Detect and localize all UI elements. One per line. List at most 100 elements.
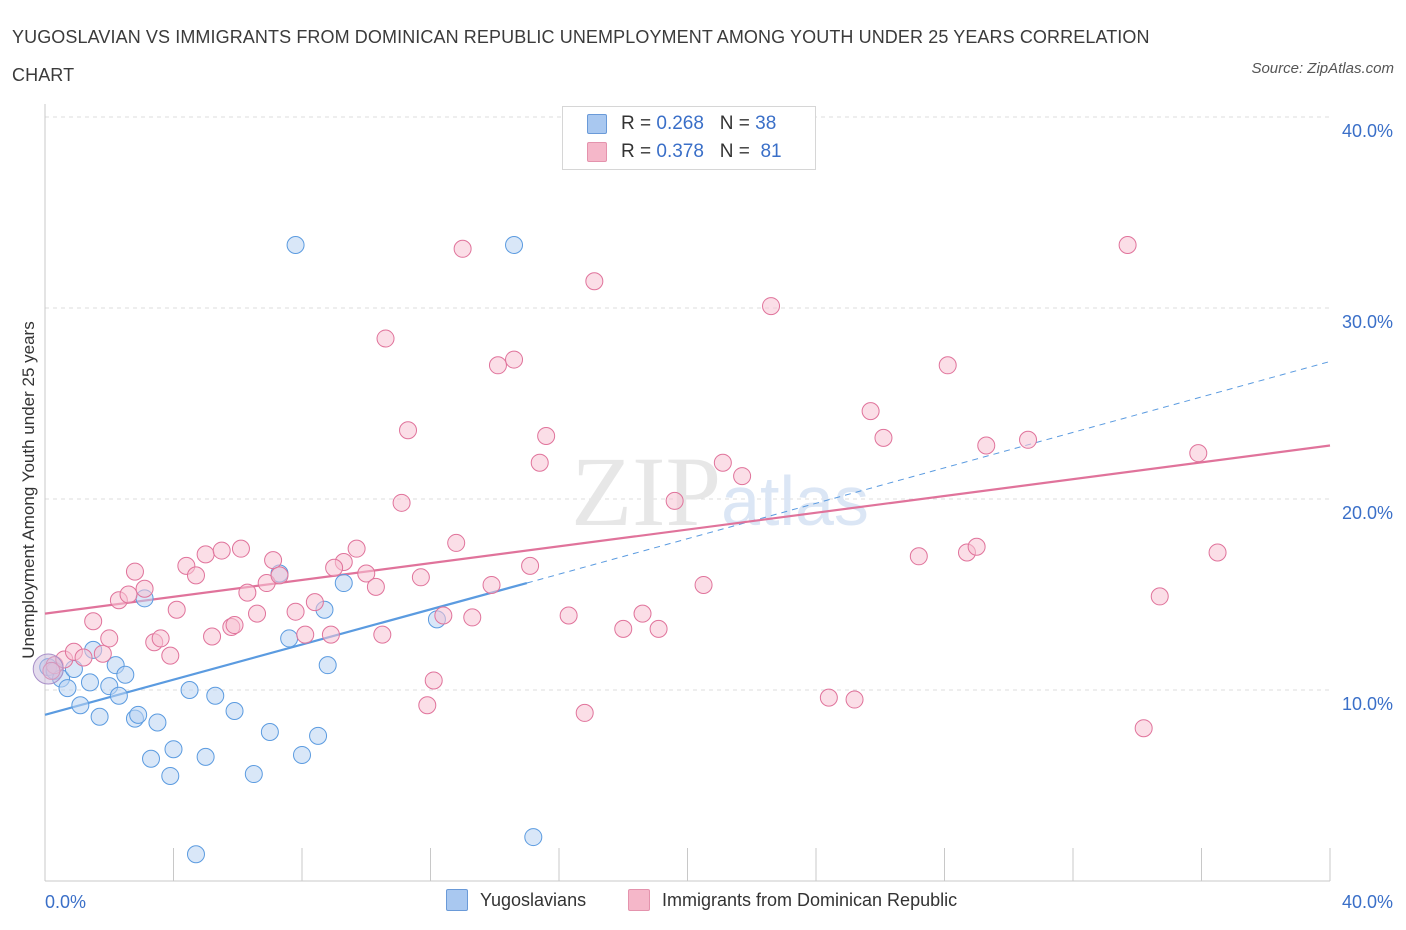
point-dominican xyxy=(424,671,443,690)
series-legend-dominican: Immigrants from Dominican Republic xyxy=(628,889,957,911)
point-dominican xyxy=(135,579,154,598)
point-dominican xyxy=(373,625,392,644)
point-yugoslavians xyxy=(206,686,225,705)
point-dominican xyxy=(633,604,652,623)
point-dominican xyxy=(977,436,996,455)
series-legend-yugoslavians: Yugoslavians xyxy=(446,889,586,911)
point-dominican xyxy=(1150,587,1169,606)
point-dominican xyxy=(84,612,103,631)
point-yugoslavians xyxy=(334,574,353,593)
point-dominican xyxy=(1134,719,1153,738)
point-dominican xyxy=(559,606,578,625)
point-dominican xyxy=(1019,430,1038,449)
watermark: ZIPatlas xyxy=(571,436,869,547)
point-dominican xyxy=(100,629,119,648)
point-dominican xyxy=(762,297,781,316)
point-dominican xyxy=(585,272,604,291)
point-dominican xyxy=(434,606,453,625)
point-dominican xyxy=(463,608,482,627)
r-label: R = xyxy=(621,113,652,134)
point-dominican xyxy=(453,239,472,258)
point-yugoslavians xyxy=(244,765,263,784)
point-yugoslavians xyxy=(90,707,109,726)
legend-text-dominican: R = 0.378 N = 81 xyxy=(621,141,782,163)
point-dominican xyxy=(967,537,986,556)
point-dominican xyxy=(325,558,344,577)
point-dominican xyxy=(505,350,524,369)
point-dominican xyxy=(399,421,418,440)
data-points xyxy=(32,235,1227,864)
point-dominican xyxy=(909,547,928,566)
point-dominican xyxy=(238,583,257,602)
point-yugoslavians xyxy=(129,705,148,724)
point-dominican xyxy=(212,541,231,560)
point-dominican xyxy=(357,564,376,583)
point-yugoslavians xyxy=(180,681,199,699)
point-yugoslavians xyxy=(148,713,167,732)
legend-swatch-yugoslavians xyxy=(587,114,607,134)
point-dominican xyxy=(665,491,684,510)
series-swatch-yugoslavians xyxy=(446,889,468,911)
point-dominican xyxy=(270,566,289,585)
point-dominican xyxy=(1208,543,1227,562)
point-yugoslavians xyxy=(524,828,543,847)
point-yugoslavians xyxy=(186,845,205,864)
point-yugoslavians xyxy=(80,673,99,692)
point-yugoslavians xyxy=(309,726,328,745)
point-dominican xyxy=(411,568,430,587)
point-dominican xyxy=(861,402,880,421)
point-dominican xyxy=(321,625,340,644)
point-dominican xyxy=(713,453,732,472)
point-yugoslavians xyxy=(225,702,244,721)
r-value-yugoslavians: 0.268 xyxy=(656,113,704,134)
n-label: N = xyxy=(719,141,750,162)
point-dominican xyxy=(575,703,594,722)
y-tick-label: 10.0% xyxy=(1342,694,1393,714)
point-dominican xyxy=(225,616,244,635)
point-dominican xyxy=(649,619,668,638)
n-label: N = xyxy=(719,113,750,134)
point-cluster xyxy=(32,653,64,685)
point-dominican xyxy=(119,585,138,604)
legend-text-yugoslavians: R = 0.268 N = 38 xyxy=(621,113,776,135)
point-dominican xyxy=(938,356,957,375)
source-label: Source: ZipAtlas.com xyxy=(1251,60,1394,77)
r-label: R = xyxy=(621,141,652,162)
point-dominican xyxy=(530,453,549,472)
point-yugoslavians xyxy=(109,686,128,705)
point-dominican xyxy=(125,562,144,581)
point-dominican xyxy=(161,646,180,665)
series-name-yugoslavians: Yugoslavians xyxy=(480,889,587,910)
n-value-dominican: 81 xyxy=(760,141,782,162)
point-dominican xyxy=(488,356,507,375)
point-dominican xyxy=(447,533,466,552)
point-yugoslavians xyxy=(58,679,77,698)
point-yugoslavians xyxy=(280,629,299,648)
point-yugoslavians xyxy=(293,745,311,764)
point-dominican xyxy=(74,648,93,667)
x-tick-label: 40.0% xyxy=(1342,892,1393,912)
point-dominican xyxy=(819,688,838,707)
point-dominican xyxy=(93,644,112,663)
point-dominican xyxy=(614,619,633,638)
point-dominican xyxy=(694,575,713,594)
point-yugoslavians xyxy=(286,235,305,254)
trend-line-extension xyxy=(526,360,1331,584)
point-dominican xyxy=(186,566,205,585)
correlation-legend: R = 0.268 N = 38 R = 0.378 N = 81 xyxy=(562,106,816,170)
series-name-dominican: Immigrants from Dominican Republic xyxy=(662,889,958,910)
tick-labels: 10.0% 20.0% 30.0% 40.0% 0.0% 40.0% xyxy=(45,121,1393,912)
point-yugoslavians xyxy=(260,723,279,742)
point-dominican xyxy=(296,625,315,644)
point-dominican xyxy=(733,467,752,486)
point-dominican xyxy=(521,556,540,575)
point-dominican xyxy=(305,593,324,612)
point-dominican xyxy=(392,493,411,512)
point-dominican xyxy=(347,539,366,558)
n-value-yugoslavians: 38 xyxy=(755,113,777,134)
point-dominican xyxy=(418,696,437,715)
point-dominican xyxy=(537,426,556,445)
point-yugoslavians xyxy=(318,656,337,675)
point-dominican xyxy=(286,602,305,621)
